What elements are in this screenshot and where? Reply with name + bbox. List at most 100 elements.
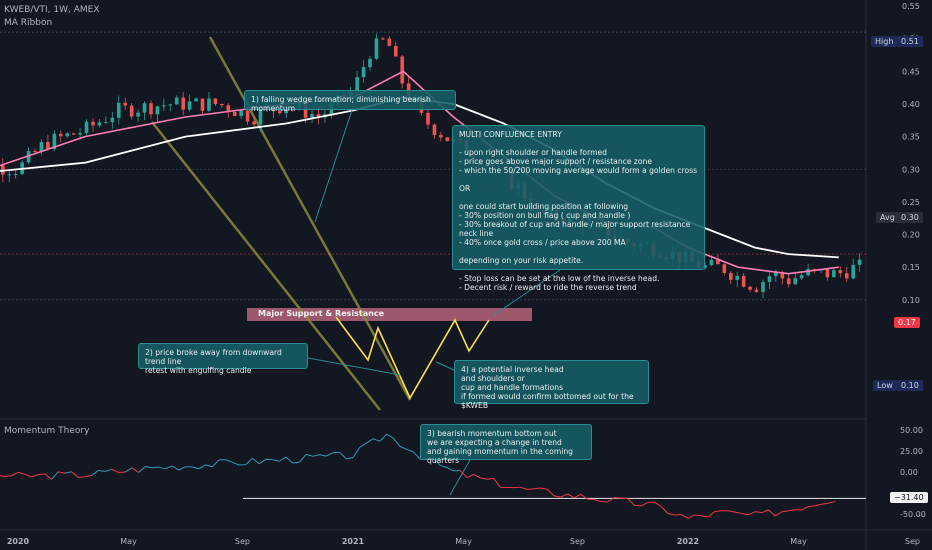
low-value: 0.10	[897, 380, 923, 391]
support-resistance-zone	[247, 308, 532, 321]
candle-body	[393, 45, 398, 57]
price-tick-label: 0.20	[902, 231, 920, 240]
momentum-segment	[774, 511, 783, 517]
momentum-segment	[459, 470, 468, 478]
momentum-segment	[279, 456, 287, 462]
candle-body	[793, 278, 797, 285]
price-tick-label: 0.30	[902, 165, 920, 174]
candle-body	[709, 259, 714, 266]
price-tick-label: 0.45	[902, 67, 920, 76]
candle-body	[735, 275, 740, 280]
momentum-segment	[131, 467, 139, 473]
candle-body	[129, 105, 134, 117]
candle-body	[851, 264, 855, 279]
momentum-segment	[406, 448, 414, 453]
wedge-lower-line	[151, 121, 381, 411]
candle-body	[774, 272, 778, 277]
candle-body	[162, 105, 166, 107]
high-label: High	[871, 36, 898, 47]
momentum-segment	[319, 454, 327, 457]
momentum-segment	[821, 502, 829, 505]
time-tick-label: Sep	[570, 537, 585, 546]
momentum-segment	[801, 506, 809, 511]
time-tick-label: 2020	[7, 537, 30, 546]
momentum-segment	[84, 474, 92, 478]
momentum-tick-label: 25.00	[900, 447, 923, 456]
annotation-falling-wedge[interactable]: 1) falling wedge formation; diminishing …	[244, 90, 456, 113]
candle-body	[728, 273, 733, 280]
candle-body	[33, 151, 37, 153]
candle-body	[168, 104, 173, 106]
candle-body	[284, 107, 289, 114]
momentum-segment	[493, 478, 501, 488]
candle-body	[361, 67, 366, 78]
momentum-segment	[292, 461, 300, 464]
candle-body	[71, 133, 76, 135]
momentum-segment	[24, 473, 32, 478]
momentum-segment	[473, 473, 481, 479]
candle-body	[239, 110, 243, 117]
annotation-entry-plan[interactable]: MULTI CONFLUENCE ENTRY - upon right shou…	[452, 125, 705, 292]
candle-body	[806, 269, 810, 276]
candle-body	[252, 121, 256, 125]
momentum-segment	[178, 466, 186, 471]
annotation-inverse-head[interactable]: 4) a potential inverse head and shoulder…	[454, 360, 649, 410]
candle-body	[445, 137, 450, 142]
annotation-momentum[interactable]: 3) bearish momentum bottom out we are ex…	[420, 424, 592, 465]
price-tick-label: 0.40	[902, 100, 920, 109]
candle-body	[439, 135, 443, 138]
momentum-panel-title[interactable]: Momentum Theory	[4, 426, 90, 436]
momentum-segment	[366, 438, 374, 444]
candle-body	[716, 259, 720, 265]
time-tick-label: 2022	[677, 537, 699, 546]
momentum-segment	[781, 510, 789, 513]
momentum-segment	[258, 458, 267, 465]
momentum-segment	[707, 511, 716, 518]
momentum-segment	[64, 471, 72, 474]
candle-body	[52, 133, 57, 149]
momentum-segment	[788, 509, 796, 512]
momentum-segment	[412, 451, 421, 460]
indicator-ma-ribbon[interactable]: MA Ribbon	[4, 18, 53, 28]
candle-body	[310, 114, 314, 118]
candle-body	[116, 102, 121, 118]
momentum-segment	[0, 475, 5, 477]
momentum-segment	[17, 471, 25, 475]
momentum-segment	[171, 465, 180, 471]
momentum-segment	[580, 494, 588, 500]
candle-body	[786, 278, 791, 285]
momentum-segment	[573, 493, 582, 499]
momentum-tick-label: -50.00	[900, 510, 926, 519]
momentum-segment	[667, 513, 675, 516]
momentum-segment	[701, 515, 709, 518]
candle-body	[432, 124, 437, 136]
candle-body	[181, 97, 185, 110]
momentum-segment	[158, 466, 166, 470]
candle-body	[722, 264, 727, 274]
candle-body	[703, 265, 707, 268]
momentum-segment	[634, 504, 642, 507]
high-value: 0.51	[897, 36, 923, 47]
candle-body	[7, 174, 12, 176]
momentum-segment	[325, 452, 334, 457]
momentum-segment	[372, 438, 380, 442]
momentum-segment	[78, 476, 86, 479]
avg-value: 0.30	[897, 212, 923, 223]
wedge-upper-line	[208, 36, 412, 401]
momentum-segment	[687, 514, 695, 519]
annotation-breakout[interactable]: 2) price broke away from downward trend …	[138, 343, 308, 375]
candle-body	[303, 102, 308, 118]
momentum-segment	[312, 454, 320, 457]
momentum-tick-label: 50.00	[900, 426, 923, 435]
momentum-segment	[272, 459, 280, 462]
momentum-segment	[386, 433, 394, 439]
pointer-note2	[493, 269, 561, 316]
pointer-note5	[449, 459, 471, 496]
momentum-segment	[748, 511, 756, 516]
momentum-segment	[245, 457, 253, 466]
candle-body	[142, 103, 147, 113]
momentum-segment	[332, 451, 340, 454]
momentum-segment	[728, 510, 736, 513]
candle-body	[26, 151, 31, 163]
momentum-segment	[138, 466, 146, 473]
